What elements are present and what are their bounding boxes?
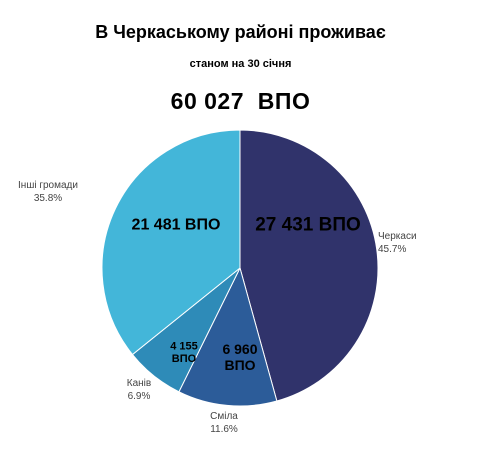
pie-slice-2: [178, 266, 278, 407]
total-count: 60 027 ВПО: [0, 88, 481, 115]
pie-slice-1: [239, 129, 379, 402]
slice-category-label: Сміла 11.6%: [210, 411, 238, 435]
slice-value-label: 6 960 ВПО: [222, 341, 257, 373]
slice-value-label: 27 431 ВПО: [255, 215, 361, 236]
slice-category-label: Канів 6.9%: [127, 378, 151, 402]
slice-value-label: 21 481 ВПО: [132, 217, 221, 234]
chart-title: В Черкаському районі проживає: [95, 22, 386, 42]
chart-subtitle: станом на 30 січня: [189, 58, 292, 70]
slice-category-label: Черкаси 45.7%: [378, 231, 417, 255]
total-unit: ВПО: [257, 88, 311, 114]
slice-value-label: 4 155 ВПО: [170, 341, 198, 366]
slice-category-label: Інші громади 35.8%: [18, 180, 78, 204]
pie-slice-4: [101, 129, 241, 356]
total-value: 60 027: [170, 88, 245, 114]
